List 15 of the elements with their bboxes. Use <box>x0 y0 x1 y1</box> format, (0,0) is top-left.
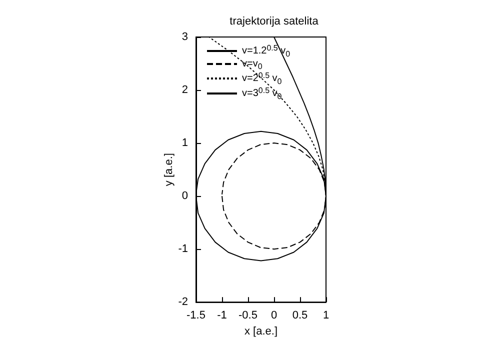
y-tick-label: 2 <box>182 84 188 96</box>
y-tick-label: 3 <box>182 31 188 43</box>
x-axis-title: x [a.e.] <box>244 326 278 338</box>
y-axis-title: y [a.e.] <box>162 153 175 186</box>
x-tick-label: -1.5 <box>186 310 206 322</box>
y-tick-label: 0 <box>182 190 188 202</box>
x-tick-label: -0.5 <box>238 310 258 322</box>
x-tick-label: 0 <box>270 310 278 322</box>
chart-title: trajektorija satelita <box>230 16 320 28</box>
x-tick-label: -1 <box>217 310 227 322</box>
y-tick-label: -2 <box>178 296 188 308</box>
y-tick-label: 1 <box>182 137 188 150</box>
y-tick-label: -1 <box>178 243 188 256</box>
x-tick-label: 1 <box>322 310 330 322</box>
x-tick-label: 0.5 <box>292 310 308 322</box>
